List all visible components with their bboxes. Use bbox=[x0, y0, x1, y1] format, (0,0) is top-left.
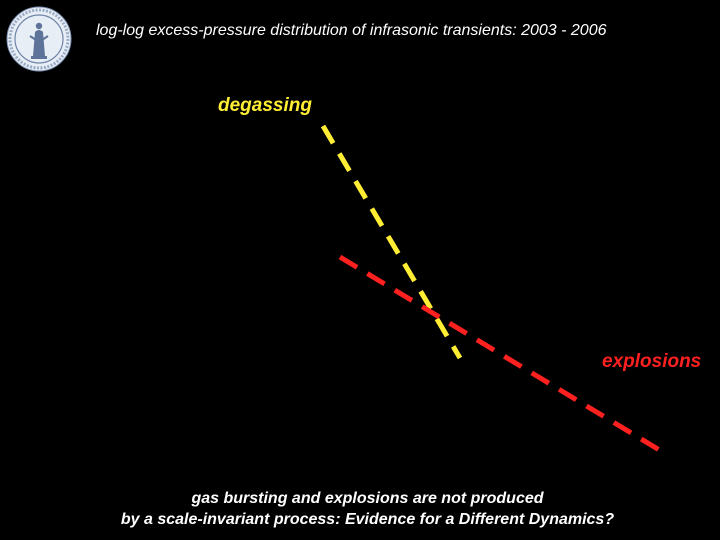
slide-caption: gas bursting and explosions are not prod… bbox=[0, 488, 720, 530]
degassing-label: degassing bbox=[218, 95, 312, 116]
slide-title: log-log excess-pressure distribution of … bbox=[96, 22, 607, 39]
explosions-label: explosions bbox=[602, 351, 702, 372]
caption-line-1: gas bursting and explosions are not prod… bbox=[191, 490, 544, 507]
degassing-line bbox=[320, 124, 463, 360]
university-seal-icon bbox=[6, 6, 72, 72]
caption-line-2: by a scale-invariant process: Evidence f… bbox=[120, 511, 615, 528]
